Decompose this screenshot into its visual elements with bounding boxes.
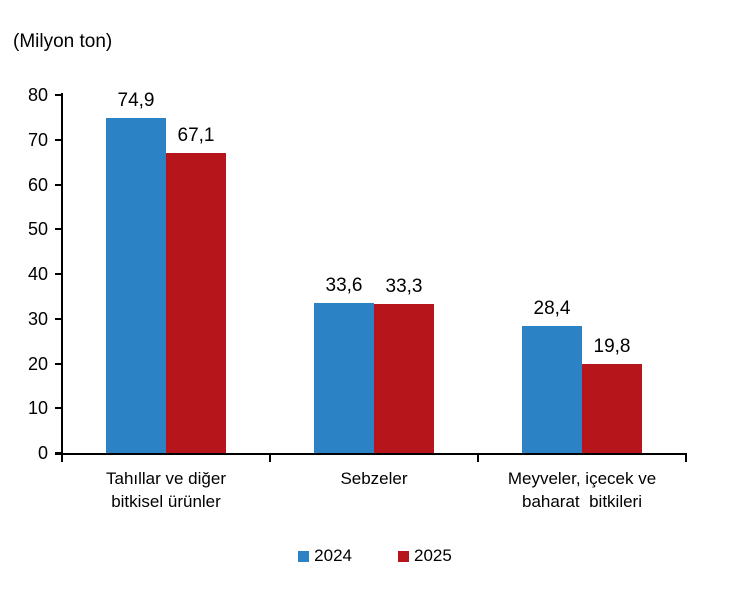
y-axis-tick-mark xyxy=(55,273,62,275)
y-axis-tick-label: 40 xyxy=(27,264,48,284)
bar-value-label: 33,3 xyxy=(385,275,423,297)
x-axis-category-line: Meyveler, içecek ve xyxy=(507,469,657,488)
y-axis-tick-label: 10 xyxy=(27,398,48,419)
legend-item-2024: 2024 xyxy=(298,546,352,566)
bar-2025-group3 xyxy=(582,364,642,453)
y-axis-tick-mark xyxy=(55,228,62,231)
y-axis-tick-label: 0 xyxy=(37,443,48,463)
y-axis-tick-mark xyxy=(55,183,62,186)
y-axis-tick-mark xyxy=(55,362,62,365)
x-axis-tick-mark xyxy=(685,453,687,462)
x-axis-tick-mark xyxy=(477,453,479,462)
bar-value-label: 28,4 xyxy=(533,297,571,319)
bar-2024-group2 xyxy=(314,302,374,453)
bar-2024-group1 xyxy=(106,117,166,453)
y-axis-tick-label: 20 xyxy=(27,353,48,374)
x-axis-category-label: Tahıllar ve diğer bitkisel ürünler xyxy=(51,467,281,513)
x-axis-category-label: Meyveler, içecek ve baharat bitkileri xyxy=(467,467,697,513)
bar-2025-group2 xyxy=(374,303,434,453)
y-axis-tick-label: 70 xyxy=(27,129,48,150)
bar-value-label: 74,9 xyxy=(117,89,155,111)
legend: 2024 2025 xyxy=(0,546,750,566)
bar-2025-group1 xyxy=(166,152,226,453)
y-axis-tick-label: 30 xyxy=(27,308,48,329)
bar-value-label: 33,6 xyxy=(325,274,363,296)
y-axis-tick-mark xyxy=(55,138,62,141)
x-axis-line xyxy=(55,453,687,455)
y-axis-tick-mark xyxy=(55,452,62,454)
y-axis-line xyxy=(61,93,63,455)
bar-2024-group3 xyxy=(522,325,582,453)
y-axis-tick-label: 80 xyxy=(27,85,48,105)
legend-label-2024: 2024 xyxy=(314,546,352,565)
legend-label-2025: 2025 xyxy=(414,546,452,565)
y-axis-tick-mark xyxy=(55,407,62,410)
bar-value-label: 19,8 xyxy=(593,336,631,358)
legend-swatch-2024 xyxy=(298,550,310,562)
legend-swatch-2025 xyxy=(398,550,409,562)
y-axis-tick-mark xyxy=(55,94,62,96)
x-axis-tick-mark xyxy=(61,453,63,462)
x-axis-category-line: Sebzeler xyxy=(340,469,408,488)
x-axis-category-label: Sebzeler xyxy=(259,467,489,490)
bar-value-label: 67,1 xyxy=(177,124,215,146)
x-axis-category-line: baharat bitkileri xyxy=(521,492,642,511)
y-axis-tick-label: 50 xyxy=(27,219,48,240)
axis-unit-label: (Milyon ton) xyxy=(13,31,113,52)
y-axis-tick-label: 60 xyxy=(27,174,48,195)
x-axis-category-line: bitkisel ürünler xyxy=(111,492,221,511)
y-axis-tick-mark xyxy=(55,317,62,320)
legend-item-2025: 2025 xyxy=(398,546,452,566)
x-axis-tick-mark xyxy=(269,453,271,462)
x-axis-category-line: Tahıllar ve diğer xyxy=(105,469,226,488)
